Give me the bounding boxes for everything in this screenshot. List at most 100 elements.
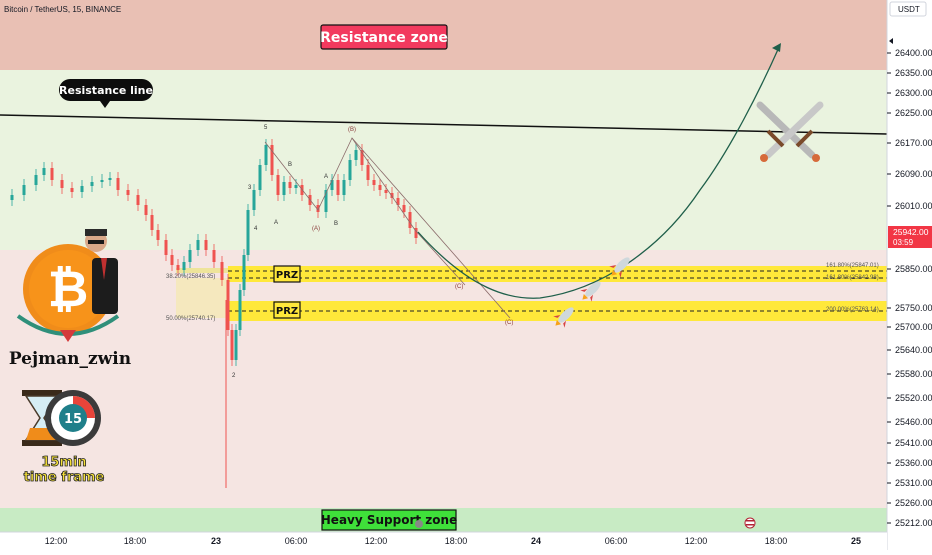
prz-label-upper: PRZ xyxy=(276,270,298,281)
price-tick-label: 25212.00 xyxy=(895,518,932,528)
resistance-zone-label: Resistance zone xyxy=(320,30,448,46)
price-tick-label: 25460.00 xyxy=(895,417,932,427)
candle-body xyxy=(336,180,340,195)
timeframe-line1: 15min xyxy=(41,455,86,470)
candle-body xyxy=(324,190,328,212)
resistance-line[interactable] xyxy=(0,114,888,135)
wave-b-paren-label: (B) xyxy=(348,127,356,133)
price-tick-label: 26400.00 xyxy=(895,48,932,58)
price-tick-label: 26010.00 xyxy=(895,201,932,211)
prz-band-upper xyxy=(228,266,887,282)
wave-b-small-label: B xyxy=(288,162,292,168)
price-tick-label: 25640.00 xyxy=(895,345,932,355)
candlesticks xyxy=(10,139,418,488)
candle-body xyxy=(150,215,154,230)
wave-c-paren-label: (C) xyxy=(505,320,513,326)
candle-body xyxy=(100,180,104,182)
fib-382-label: 38.20%(25846.35) xyxy=(166,274,215,280)
wave-a-paren-label: (A) xyxy=(312,226,320,232)
candle-body xyxy=(176,265,180,270)
candle-body xyxy=(144,205,148,215)
timer-icon: 15 xyxy=(45,390,101,446)
candle-body xyxy=(282,182,286,195)
time-tick-label: 18:00 xyxy=(124,536,147,546)
wave-c-label: (C) xyxy=(455,284,463,290)
price-tick-label: 25360.00 xyxy=(895,458,932,468)
candle-body xyxy=(34,175,38,185)
candle-body xyxy=(22,185,26,195)
wave-3-label: 3 xyxy=(248,185,252,191)
current-price-tag xyxy=(888,226,932,248)
author-avatar-icon xyxy=(85,229,118,314)
price-tick-label: 25310.00 xyxy=(895,478,932,488)
fib-50-label: 50.00%(25740.17) xyxy=(166,316,215,322)
time-axis-ticks: 12:00 18:00 23 06:00 12:00 18:00 24 06:00 12:00 1… xyxy=(45,536,861,546)
price-tick-label: 25700.00 xyxy=(895,322,932,332)
candle-body xyxy=(226,280,230,330)
candle-body xyxy=(164,240,168,255)
candle-body xyxy=(212,250,216,262)
prz-badge-upper xyxy=(273,265,301,283)
price-tick-label: 25850.00 xyxy=(895,264,932,274)
candle-body xyxy=(348,160,352,180)
candle-body xyxy=(116,178,120,190)
time-axis-bg[interactable] xyxy=(0,532,887,550)
candle-body xyxy=(276,175,280,195)
fib-382-band xyxy=(176,268,228,273)
candle-body xyxy=(156,230,160,240)
candle-body xyxy=(246,210,250,255)
ext-1618a-label: 161.80%(25847.01) xyxy=(826,263,879,269)
wave-5-label: 5 xyxy=(264,125,268,131)
price-tick-label: 26250.00 xyxy=(895,108,932,118)
candle-body xyxy=(288,182,292,188)
candle-body xyxy=(378,185,382,190)
candle-body xyxy=(70,188,74,192)
candle-body xyxy=(204,240,208,250)
price-tick-label: 26300.00 xyxy=(895,88,932,98)
candle-body xyxy=(402,205,406,212)
candle-body xyxy=(360,150,364,165)
support-zone-label: Heavy Support zone xyxy=(321,513,457,527)
candle-body xyxy=(196,240,200,250)
candle-body xyxy=(170,255,174,265)
price-tick-label: 25750.00 xyxy=(895,303,932,313)
projected-path-arrowhead xyxy=(772,43,781,52)
candle-body xyxy=(366,165,370,180)
candle-body xyxy=(126,190,130,195)
time-tick-label: 12:00 xyxy=(685,536,708,546)
ext-200-label: 200.00%(25763.14) xyxy=(826,307,879,313)
candle-body xyxy=(230,330,234,360)
wave-b2-label: B xyxy=(334,221,338,227)
price-axis-bg[interactable] xyxy=(887,0,932,550)
candle-body xyxy=(252,190,256,210)
symbol-title: Bitcoin / TetherUS, 15, BINANCE xyxy=(4,5,121,14)
currency-box[interactable] xyxy=(889,1,927,17)
candle-body xyxy=(390,193,394,198)
time-tick-label: 18:00 xyxy=(445,536,468,546)
candle-body xyxy=(238,290,242,330)
time-tick-label: 12:00 xyxy=(45,536,68,546)
candle-body xyxy=(242,255,246,290)
candle-body xyxy=(294,185,298,188)
wave-4-label: 4 xyxy=(254,226,258,232)
candle-body xyxy=(396,198,400,205)
time-tick-label: 06:00 xyxy=(285,536,308,546)
time-tick-label: 24 xyxy=(531,536,541,546)
candle-body xyxy=(50,168,54,180)
wave-a2-label: A xyxy=(324,174,328,180)
candle-body xyxy=(264,145,268,165)
price-marker-icon xyxy=(889,38,893,44)
price-tick-label: 25580.00 xyxy=(895,369,932,379)
candle-body xyxy=(408,212,412,228)
price-tick-label: 26350.00 xyxy=(895,68,932,78)
resistance-line-label: Resistance line xyxy=(59,84,153,97)
candle-body xyxy=(136,195,140,205)
prz-badge-lower xyxy=(273,301,301,319)
price-tick-label: 25410.00 xyxy=(895,438,932,448)
svg-text:₿: ₿ xyxy=(48,260,89,318)
countdown: 03:59 xyxy=(893,238,914,247)
candle-body xyxy=(182,262,186,270)
wave-a-small-label: A xyxy=(274,220,278,226)
